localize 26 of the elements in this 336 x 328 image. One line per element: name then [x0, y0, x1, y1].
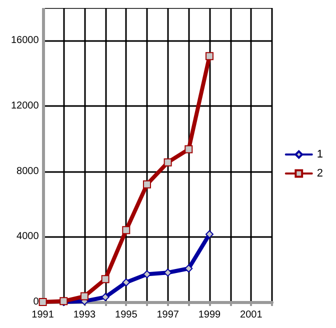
point: [122, 278, 130, 286]
point: [184, 264, 193, 273]
point: [101, 293, 110, 302]
x-tick-label: 2001: [240, 310, 263, 320]
x-tick-label: 1999: [198, 310, 222, 320]
legend-label: 2: [316, 168, 324, 180]
point: [205, 230, 214, 238]
point: [205, 52, 214, 60]
y-tick-label: 4000: [16, 231, 40, 242]
point: [164, 158, 172, 166]
x-tick-label: 1991: [32, 310, 54, 320]
legend-label: 1: [316, 148, 324, 160]
point: [122, 226, 130, 234]
point: [101, 275, 110, 284]
x-tick-label: 1995: [115, 310, 138, 320]
x-tick-label: 1997: [156, 310, 180, 320]
point: [142, 180, 151, 188]
y-tick-label: 0: [33, 296, 40, 308]
point: [184, 145, 193, 154]
y-tick-label: 8000: [16, 166, 40, 177]
x-tick-label: 1993: [73, 310, 96, 320]
y-tick-label: 12000: [10, 100, 40, 112]
point: [142, 270, 151, 278]
y-tick-label: 16000: [10, 35, 40, 46]
point: [38, 298, 47, 306]
point: [80, 292, 88, 300]
